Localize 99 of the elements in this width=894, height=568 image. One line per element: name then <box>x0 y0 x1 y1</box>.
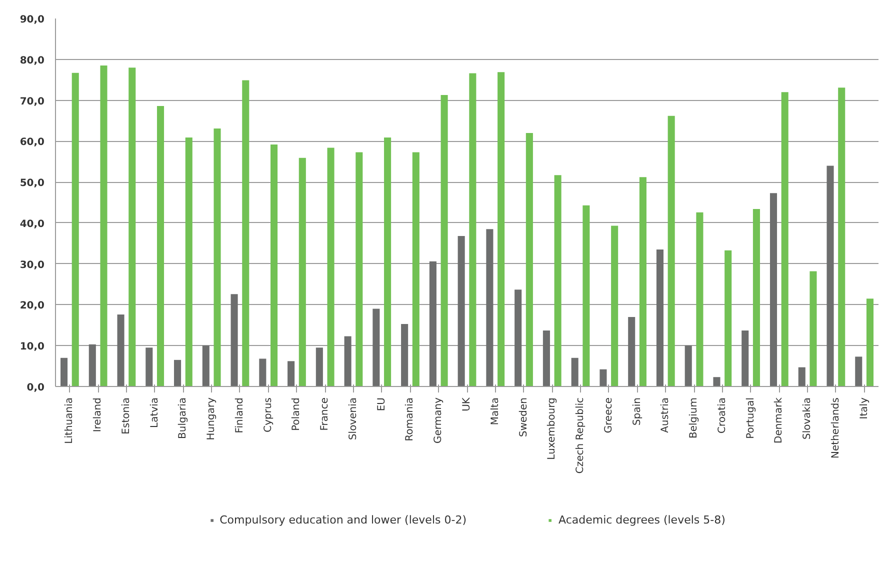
y-tick-label: 0,0 <box>26 382 45 394</box>
y-tick-label: 50,0 <box>20 178 45 190</box>
bar <box>156 106 164 386</box>
bar <box>713 377 720 386</box>
x-tick-label: Germany <box>433 397 444 444</box>
x-tick-label: Sweden <box>518 397 530 438</box>
bar <box>202 346 210 386</box>
x-tick-label: Bulgaria <box>178 397 189 439</box>
x-tick-label: Netherlands <box>830 397 842 458</box>
x-tick-label: Romania <box>404 397 416 442</box>
bar <box>412 152 420 386</box>
x-tick-label: Denmark <box>774 397 785 444</box>
bar <box>781 92 788 386</box>
x-tick-label: Croatia <box>716 397 728 434</box>
bar <box>384 137 392 386</box>
x-tick-label: UK <box>462 397 472 412</box>
bar <box>696 212 704 386</box>
bar <box>259 358 266 386</box>
x-tick-label: Spain <box>632 397 643 426</box>
bar <box>826 166 834 386</box>
x-tick-label: Belgium <box>688 397 700 438</box>
x-tick-label: Hungary <box>206 397 218 440</box>
bar <box>88 344 96 386</box>
bar <box>298 158 306 386</box>
bar <box>684 346 692 386</box>
x-tick-label: Latvia <box>149 397 160 428</box>
bar <box>668 116 675 386</box>
bar <box>117 314 124 386</box>
bar <box>770 193 778 386</box>
bar <box>866 298 874 386</box>
bar <box>316 348 323 386</box>
bar <box>214 128 221 386</box>
x-tick-label: Poland <box>291 397 302 431</box>
y-tick-label: 70,0 <box>20 96 45 108</box>
x-tick-label: Malta <box>490 397 501 426</box>
y-tick-label: 90,0 <box>20 14 45 26</box>
bar <box>611 226 618 386</box>
bar <box>486 229 494 386</box>
legend-label: Compulsory education and lower (levels 0-2) <box>220 514 466 526</box>
x-tick-label: EU <box>376 397 388 412</box>
bar <box>440 94 448 386</box>
bar <box>230 294 238 386</box>
bar <box>60 358 68 386</box>
x-tick-label: Portugal <box>745 397 756 439</box>
bar <box>752 209 760 386</box>
bar <box>542 330 550 386</box>
x-tick-label: Finland <box>234 398 246 434</box>
bar <box>327 148 334 386</box>
bar <box>174 360 182 386</box>
y-tick-label: 20,0 <box>20 300 45 312</box>
y-tick-label: 10,0 <box>20 342 45 353</box>
bar <box>855 356 862 386</box>
bar <box>600 369 607 386</box>
y-tick-label: 30,0 <box>20 260 45 271</box>
x-tick-label: Lithuania <box>64 397 76 444</box>
bar <box>344 336 352 386</box>
bar <box>742 330 749 386</box>
x-tick-label: Slovakia <box>802 397 814 440</box>
bar <box>810 271 817 386</box>
bar <box>724 250 732 386</box>
bar <box>429 261 436 386</box>
bar <box>270 144 278 386</box>
bar <box>526 132 533 386</box>
bar <box>838 88 846 386</box>
x-tick-label: Greece <box>603 397 614 434</box>
bar <box>469 73 476 386</box>
x-tick-label: Cyprus <box>262 397 274 432</box>
bar <box>554 175 562 386</box>
bar <box>356 152 363 386</box>
bar <box>128 68 136 386</box>
bar <box>628 316 636 386</box>
bar <box>288 361 295 386</box>
bar <box>514 290 522 386</box>
bar <box>498 72 505 386</box>
x-tick-label: France <box>320 397 331 431</box>
x-tick-label: Italy <box>858 397 870 420</box>
bar <box>798 367 806 386</box>
bar <box>242 80 250 386</box>
x-tick-label: Austria <box>660 398 672 433</box>
bar <box>571 358 578 386</box>
x-tick-label: Luxembourg <box>546 397 558 460</box>
bar <box>401 324 408 386</box>
bar <box>582 205 590 386</box>
legend-label: Academic degrees (levels 5-8) <box>558 514 726 526</box>
bar <box>185 137 192 386</box>
y-tick-label: 80,0 <box>20 55 45 66</box>
bar <box>100 66 108 386</box>
bar <box>656 250 664 386</box>
bar <box>72 72 79 386</box>
bar <box>639 177 646 386</box>
bar <box>372 308 380 386</box>
bar <box>146 348 153 386</box>
x-tick-label: Estonia <box>120 398 132 434</box>
y-tick-label: 40,0 <box>20 218 45 230</box>
bar <box>458 236 465 386</box>
x-tick-label: Ireland <box>92 397 104 432</box>
x-tick-label: Slovenia <box>348 397 359 440</box>
x-tick-label: Czech Republic <box>575 397 586 474</box>
y-tick-label: 60,0 <box>20 137 45 148</box>
